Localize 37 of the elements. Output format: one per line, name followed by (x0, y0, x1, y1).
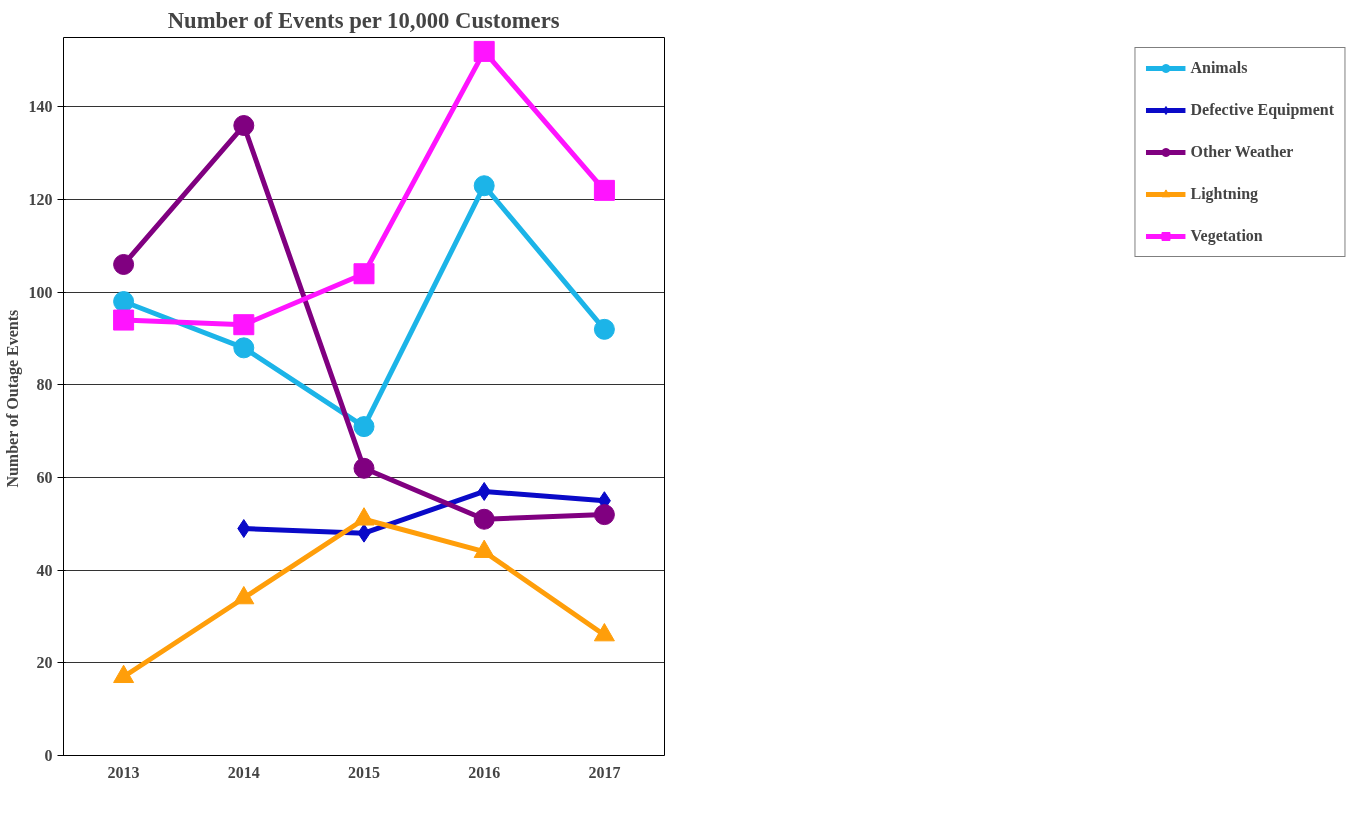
point (593, 504, 615, 526)
point (113, 254, 135, 275)
point (353, 416, 375, 438)
point (353, 457, 375, 479)
y-tick-label: 0 (44, 747, 53, 764)
point (473, 40, 495, 62)
point (473, 508, 495, 530)
point (233, 314, 255, 336)
point (233, 115, 255, 136)
x-tick-label: 2017 (588, 763, 621, 781)
y-axis-title: Number of Outage Events (3, 309, 22, 488)
legend-label: Other Weather (1190, 143, 1294, 161)
point (357, 523, 371, 543)
y-tick-label: 20 (36, 654, 53, 672)
point (477, 481, 491, 501)
point (473, 175, 495, 197)
point (593, 179, 615, 201)
point (353, 263, 375, 285)
y-tick-label: 140 (28, 98, 53, 116)
point (113, 309, 135, 331)
x-tick-label: 2013 (107, 763, 140, 781)
y-tick-label: 40 (36, 561, 53, 579)
x-tick-label: 2016 (468, 763, 501, 781)
y-tick-label: 100 (28, 283, 53, 301)
point (233, 337, 255, 359)
x-tick-label: 2015 (348, 763, 380, 781)
y-tick-label: 80 (36, 376, 53, 394)
legend-label: Vegetation (1190, 227, 1264, 245)
legend-label: Animals (1190, 59, 1249, 77)
x-tick-label: 2014 (227, 763, 260, 781)
point (237, 519, 251, 539)
legend-label: Defective Equipment (1190, 101, 1334, 119)
y-tick-label: 120 (28, 191, 53, 209)
legend-label: Lightning (1190, 185, 1260, 203)
chart-title: Number of Events per 10,000 Customers (167, 7, 560, 33)
y-tick-label: 60 (36, 469, 53, 487)
point (593, 318, 615, 340)
